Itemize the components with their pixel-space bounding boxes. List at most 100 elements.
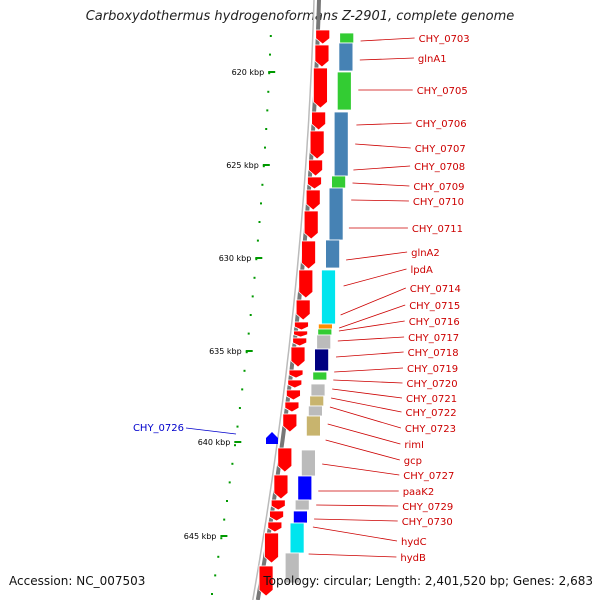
cog-segment [336,71,352,111]
tick-dot [269,35,272,37]
gene-label: CHY_0714 [410,284,461,295]
reverse-gene-arrow [266,432,278,444]
cog-segment [317,323,333,330]
kbp-ticks: 620 kbp 625 kbp 630 kbp 635 kbp 640 kbp 645 k… [184,35,276,595]
tick-dot [258,221,261,223]
tick-dot [211,593,213,595]
leader-line [338,320,405,332]
leader-line [352,182,410,187]
cog-segment [309,395,325,407]
forward-gene-arrow [288,369,304,379]
forward-gene-arrow [311,111,327,131]
gene-label: CHY_0708 [414,162,465,173]
tick-dot [255,258,258,261]
cog-segment [312,371,328,381]
forward-gene-arrow [305,189,321,211]
cog-segment [316,334,332,350]
leader-line [337,336,405,342]
kbp-label: 640 kbp [198,438,231,447]
tick-dot [228,481,231,484]
reverse-gene-label: CHY_0726 [133,423,184,434]
tick-dot [226,500,228,502]
forward-gene-arrow [284,401,300,413]
cog-segment [294,499,310,511]
leader-line [359,57,414,61]
gene-label: glnA1 [418,54,447,65]
gene-label: CHY_0729 [402,502,453,513]
tick-dot [231,462,234,465]
kbp-label: 645 kbp [184,532,217,541]
gene-label: glnA2 [411,248,440,259]
forward-gene-arrow [273,474,289,500]
reverse-leader-line [185,427,237,435]
gene-label: CHY_0703 [419,34,470,45]
forward-gene-arrow [308,159,323,177]
gene-label: gcp [404,456,422,467]
leader-line [325,439,400,461]
gene-label: CHY_0719 [407,364,458,375]
tick-dot [243,369,246,372]
tick-dot [265,128,268,130]
cog-segment [307,405,323,417]
kbp-label: 630 kbp [219,254,252,263]
tick-dot [247,332,250,335]
tick-dot [234,444,236,447]
cog-segment [305,415,321,437]
gene-label: CHY_0727 [403,471,454,482]
tick-dot [245,351,248,354]
leader-line [322,463,400,476]
leader-line [333,379,403,384]
forward-gene-arrow [313,67,328,109]
leader-line [343,268,407,287]
kbp-tick [255,257,263,259]
tick-dot [268,72,271,75]
forward-gene-arrow [293,330,308,338]
forward-gene-arrow [295,299,311,321]
leader-line [312,526,398,542]
leader-line [335,351,404,358]
gene-label: CHY_0715 [409,301,460,312]
leader-line [346,251,408,261]
tick-dot [260,202,262,205]
leader-line [334,367,404,373]
leader-line [340,287,406,316]
cog-segment [331,175,347,189]
gene-label: CHY_0723 [405,424,456,435]
cog-segment [297,475,313,501]
leader-line [332,388,403,399]
kbp-tick [262,164,270,166]
tick-dot [238,407,241,409]
cog-segment [317,328,333,336]
gene-label: CHY_0720 [407,379,458,390]
gene-arrows [258,29,331,597]
gene-label: CHY_0705 [417,86,468,97]
forward-gene-arrow [286,389,301,401]
label-leader-lines [185,37,415,558]
gene-label: CHY_0707 [415,144,466,155]
cog-category-bar [284,32,355,584]
tick-dot [223,518,226,521]
kbp-tick [220,535,228,537]
forward-gene-arrow [294,321,309,331]
tick-dot [220,537,223,540]
forward-gene-arrow [267,521,283,533]
gene-label: CHY_0722 [406,408,457,419]
kbp-tick [234,441,242,443]
gene-labels: CHY_0703 glnA1 CHY_0705 CHY_0706 CHY_0707 CHY… [133,34,470,564]
leader-line [314,518,398,522]
cog-segment [339,32,355,44]
cog-segment [338,42,354,72]
topology-text: Topology: circular; Length: 2,401,520 bp… [263,574,593,588]
leader-line [327,423,401,445]
tick-dot [217,555,220,558]
map-title: Carboxydothermus hydrogenoformans Z-2901… [85,9,515,24]
leader-line [308,553,397,558]
backbone-inner [252,0,315,600]
leader-line [329,406,402,429]
forward-gene-arrow [315,29,331,45]
forward-gene-arrow [277,447,293,473]
gene-label: CHY_0716 [409,317,460,328]
cog-segment [310,383,326,397]
tick-dot [261,183,264,186]
